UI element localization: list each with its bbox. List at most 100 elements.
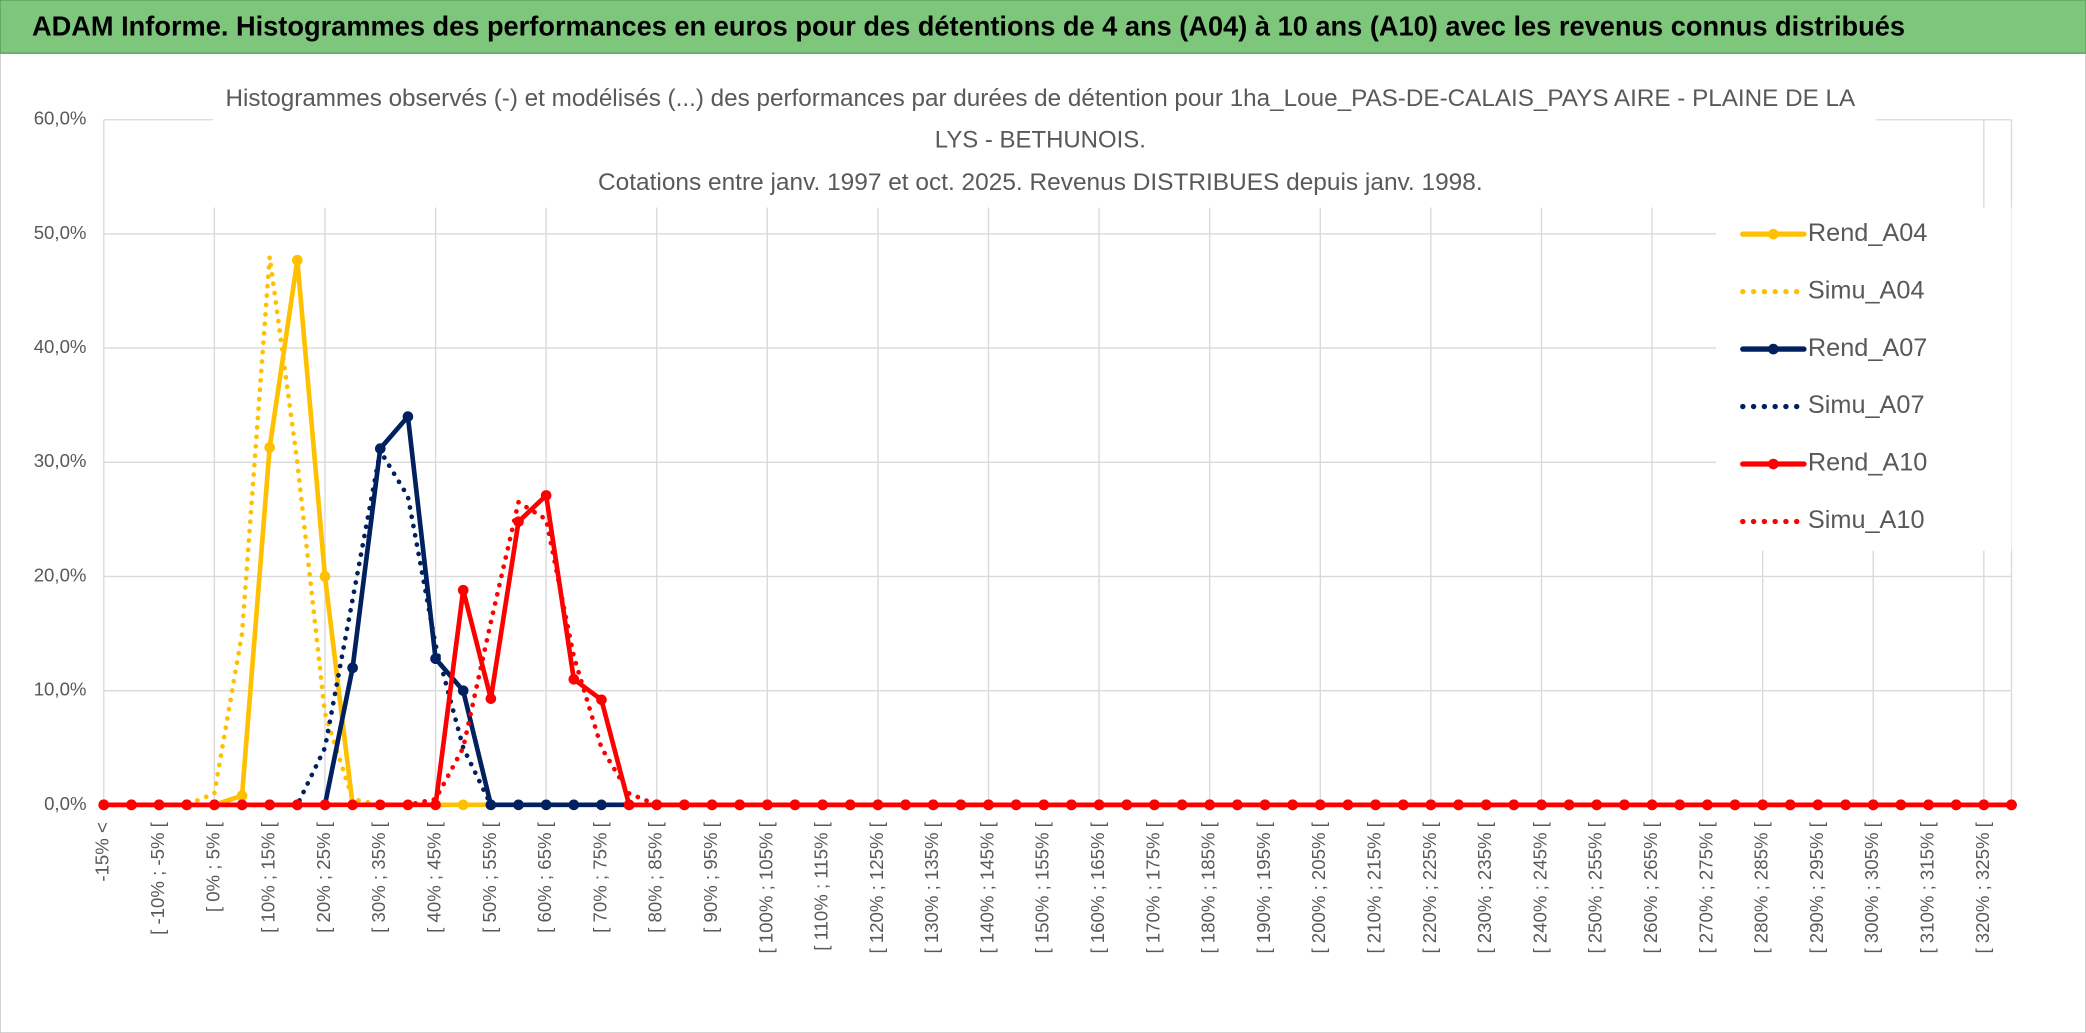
point — [1370, 799, 1381, 811]
point — [1287, 799, 1298, 811]
x-tick-label: -15% < — [92, 822, 113, 881]
x-tick-label: [ 140% ; 145% [ — [976, 821, 997, 953]
x-tick-label: [ 10% ; 15% [ — [258, 821, 279, 933]
legend-label: Simu_A07 — [1808, 391, 1925, 419]
legend-label: Simu_A04 — [1808, 276, 1925, 304]
point — [596, 799, 607, 811]
x-tick-label: [ 150% ; 155% [ — [1032, 821, 1053, 953]
y-tick-label: 40,0% — [34, 336, 87, 357]
point — [540, 490, 552, 501]
x-tick-label: [ 130% ; 135% [ — [921, 821, 942, 953]
point — [513, 799, 524, 811]
point — [430, 799, 441, 811]
x-tick-label: [ -10% ; -5% [ — [147, 821, 168, 935]
point — [319, 571, 331, 582]
point — [209, 799, 220, 811]
point — [402, 411, 414, 422]
x-tick-label: [ 240% ; 245% [ — [1529, 821, 1550, 953]
legend-label: Rend_A07 — [1808, 334, 1927, 362]
point — [568, 673, 580, 685]
x-tick-label: [ 70% ; 75% [ — [589, 821, 610, 933]
point — [1314, 799, 1326, 811]
point — [900, 799, 911, 811]
point — [955, 799, 967, 811]
x-tick-label: [ 260% ; 265% [ — [1640, 821, 1661, 953]
point — [1591, 799, 1603, 811]
x-tick-label: [ 220% ; 225% [ — [1419, 821, 1440, 953]
point — [872, 799, 884, 811]
point — [927, 799, 939, 811]
legend-marker — [1768, 228, 1779, 240]
point — [236, 790, 248, 802]
x-tick-label: [ 250% ; 255% [ — [1585, 821, 1606, 953]
y-tick-label: 50,0% — [34, 222, 87, 243]
banner-title: ADAM Informe. Histogrammes des performan… — [32, 10, 1905, 41]
chart-title: Histogrammes observés (-) et modélisés (… — [226, 85, 1856, 112]
x-tick-label: [ 50% ; 55% [ — [479, 821, 500, 933]
point — [1702, 799, 1713, 811]
title-bg — [212, 79, 1876, 208]
point — [817, 799, 828, 811]
x-tick-label: [ 210% ; 215% [ — [1364, 821, 1385, 953]
point — [319, 799, 331, 811]
point — [1978, 799, 1990, 811]
point — [374, 799, 386, 811]
x-tick-label: [ 40% ; 45% [ — [423, 821, 444, 933]
point — [1646, 799, 1658, 811]
point — [264, 442, 275, 453]
point — [540, 799, 552, 811]
point — [623, 799, 635, 811]
legend-label: Rend_A10 — [1808, 449, 1927, 477]
point — [1342, 799, 1354, 811]
point — [844, 799, 856, 811]
y-tick-label: 0,0% — [44, 793, 86, 814]
point — [292, 254, 303, 266]
point — [1204, 799, 1216, 811]
legend-marker — [1768, 343, 1779, 355]
legend-marker — [1768, 458, 1779, 470]
point — [2006, 799, 2017, 811]
banner — [0, 0, 2086, 54]
chart-title: LYS - BETHUNOIS. — [935, 126, 1146, 153]
point — [264, 799, 275, 811]
point — [983, 799, 994, 811]
x-tick-label: [ 230% ; 235% [ — [1474, 821, 1495, 953]
x-tick-label: [ 0% ; 5% [ — [202, 821, 223, 912]
x-tick-label: [ 90% ; 95% [ — [700, 821, 721, 933]
point — [347, 662, 358, 674]
legend-label: Rend_A04 — [1808, 219, 1927, 247]
point — [1729, 799, 1741, 811]
point — [1619, 799, 1630, 811]
x-tick-label: [ 120% ; 125% [ — [866, 821, 887, 953]
x-tick-label: [ 80% ; 85% [ — [645, 821, 666, 933]
point — [374, 443, 386, 454]
x-tick-label: [ 300% ; 305% [ — [1861, 821, 1882, 953]
point — [236, 799, 248, 811]
x-tick-label: [ 60% ; 65% [ — [534, 821, 555, 933]
chart-title: Cotations entre janv. 1997 et oct. 2025.… — [598, 169, 1483, 196]
point — [347, 799, 358, 811]
x-tick-label: [ 110% ; 115% [ — [811, 821, 832, 950]
x-tick-label: [ 180% ; 185% [ — [1198, 821, 1219, 953]
x-tick-label: [ 170% ; 175% [ — [1142, 821, 1163, 953]
point — [1259, 799, 1271, 811]
y-tick-label: 30,0% — [34, 450, 87, 471]
x-tick-label: [ 310% ; 315% [ — [1916, 821, 1937, 953]
x-tick-label: [ 100% ; 105% [ — [755, 821, 776, 953]
point — [485, 693, 497, 704]
x-tick-label: [ 200% ; 205% [ — [1308, 821, 1329, 953]
point — [457, 584, 469, 596]
point — [1232, 799, 1243, 811]
x-tick-label: [ 290% ; 295% [ — [1806, 821, 1827, 953]
point — [568, 799, 580, 811]
x-tick-label: [ 320% ; 325% [ — [1972, 821, 1993, 953]
point — [1674, 799, 1686, 811]
point — [596, 694, 607, 706]
x-tick-label: [ 20% ; 25% [ — [313, 821, 334, 933]
x-tick-label: [ 30% ; 35% [ — [368, 821, 389, 933]
legend-label: Simu_A10 — [1808, 506, 1925, 534]
point — [457, 685, 469, 696]
x-tick-label: [ 160% ; 165% [ — [1087, 821, 1108, 953]
